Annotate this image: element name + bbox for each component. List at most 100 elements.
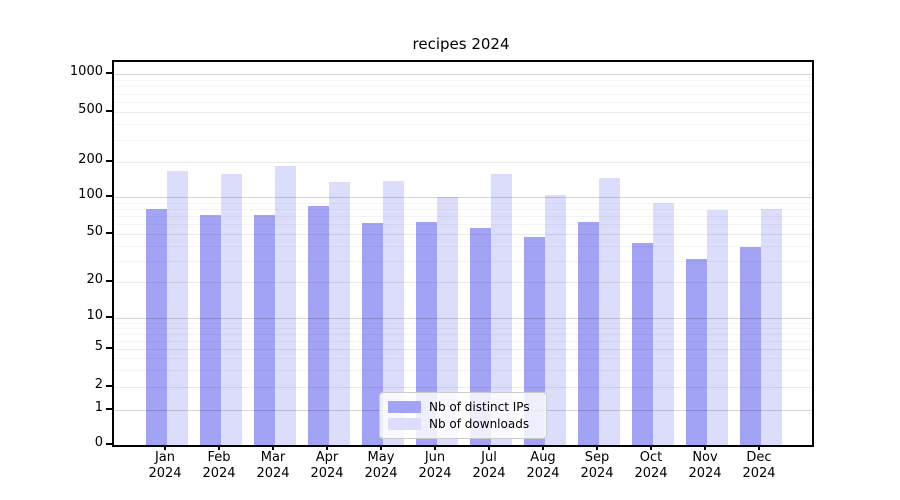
x-tick-year: 2024 — [526, 466, 560, 481]
y-tick-mark — [106, 160, 112, 162]
bar-jan-distinct-ips — [146, 209, 167, 445]
x-tick-mark — [434, 445, 436, 450]
x-tick-mark — [326, 445, 328, 450]
x-tick-mark — [542, 445, 544, 450]
bar-oct-distinct-ips — [632, 243, 653, 445]
x-tick-label-feb: Feb 2024 — [192, 450, 246, 482]
x-tick-year: 2024 — [364, 466, 398, 481]
y-tick-label: 500 — [78, 102, 103, 117]
y-tick-mark — [106, 347, 112, 349]
gridline-minor — [114, 341, 812, 342]
chart-title: recipes 2024 — [412, 35, 510, 53]
x-tick-label-aug: Aug 2024 — [516, 450, 570, 482]
x-tick-label-apr: Apr 2024 — [300, 450, 354, 482]
bar-jul-distinct-ips — [470, 228, 491, 445]
y-tick-label: 200 — [78, 152, 103, 167]
gridline-major — [114, 74, 812, 75]
gridline-major — [114, 387, 812, 388]
bar-jul-downloads — [491, 174, 512, 445]
bar-mar-distinct-ips — [254, 215, 275, 445]
x-tick-month: Apr — [315, 450, 339, 465]
gridline-minor — [114, 323, 812, 324]
x-tick-mark — [704, 445, 706, 450]
bar-nov-downloads — [707, 210, 728, 445]
y-tick-label: 0 — [94, 435, 103, 450]
x-tick-label-mar: Mar 2024 — [246, 450, 300, 482]
x-tick-label-oct: Oct 2024 — [624, 450, 678, 482]
x-tick-label-jun: Jun 2024 — [408, 450, 462, 482]
y-tick-mark — [106, 408, 112, 410]
x-tick-year: 2024 — [634, 466, 668, 481]
x-tick-month: Mar — [260, 450, 286, 465]
gridline-minor — [114, 203, 812, 204]
x-tick-mark — [488, 445, 490, 450]
legend-item-downloads: Nb of downloads — [380, 417, 546, 431]
bar-feb-distinct-ips — [200, 215, 221, 445]
bar-feb-downloads — [221, 174, 242, 445]
bar-may-distinct-ips — [362, 223, 383, 445]
x-tick-month: Feb — [207, 450, 231, 465]
bar-nov-distinct-ips — [686, 259, 707, 445]
gridline-major — [114, 349, 812, 350]
bar-sep-downloads — [599, 178, 620, 445]
y-tick-label: 1000 — [69, 64, 103, 79]
plot-area — [112, 60, 814, 447]
gridline-minor — [114, 209, 812, 210]
y-tick-mark — [106, 385, 112, 387]
x-tick-label-dec: Dec 2024 — [732, 450, 786, 482]
y-tick-mark — [106, 195, 112, 197]
x-tick-mark — [650, 445, 652, 450]
y-tick-label: 10 — [86, 308, 103, 323]
gridline-major — [114, 282, 812, 283]
legend-swatch-distinct-ips — [388, 401, 421, 413]
gridline-minor — [114, 86, 812, 87]
y-tick-mark — [106, 110, 112, 112]
y-tick-label: 2 — [94, 377, 103, 392]
gridline-minor — [114, 216, 812, 217]
x-tick-month: Oct — [639, 450, 663, 465]
gridline-minor — [114, 80, 812, 81]
x-tick-year: 2024 — [310, 466, 344, 481]
x-tick-month: Aug — [530, 450, 556, 465]
x-tick-month: May — [367, 450, 395, 465]
x-tick-year: 2024 — [472, 466, 506, 481]
gridline-minor — [114, 140, 812, 141]
x-tick-year: 2024 — [148, 466, 182, 481]
gridline-major — [114, 197, 812, 198]
x-tick-label-sep: Sep 2024 — [570, 450, 624, 482]
x-tick-month: Jul — [481, 450, 497, 465]
bar-dec-downloads — [761, 209, 782, 445]
x-tick-month: Jan — [154, 450, 176, 465]
legend-label-downloads: Nb of downloads — [429, 417, 530, 431]
gridline-minor — [114, 246, 812, 247]
y-tick-mark — [106, 72, 112, 74]
x-tick-year: 2024 — [202, 466, 236, 481]
y-tick-label: 5 — [94, 339, 103, 354]
x-tick-mark — [272, 445, 274, 450]
gridline-minor — [114, 94, 812, 95]
y-tick-label: 20 — [86, 272, 103, 287]
x-tick-mark — [758, 445, 760, 450]
gridline-major — [114, 318, 812, 319]
x-tick-label-nov: Nov 2024 — [678, 450, 732, 482]
legend-label-distinct-ips: Nb of distinct IPs — [429, 400, 530, 414]
gridline-major — [114, 162, 812, 163]
bar-dec-distinct-ips — [740, 247, 761, 445]
gridline-minor — [114, 261, 812, 262]
x-tick-label-jul: Jul 2024 — [462, 450, 516, 482]
x-tick-mark — [380, 445, 382, 450]
gridline-major — [114, 112, 812, 113]
gridline-minor — [114, 102, 812, 103]
bar-may-downloads — [383, 181, 404, 445]
gridline-minor — [114, 124, 812, 125]
x-tick-month: Jun — [424, 450, 446, 465]
x-tick-mark — [164, 445, 166, 450]
bar-oct-downloads — [653, 203, 674, 445]
gridline-minor — [114, 358, 812, 359]
x-tick-month: Dec — [746, 450, 772, 465]
y-tick-label: 100 — [78, 187, 103, 202]
gridline-minor — [114, 328, 812, 329]
legend-swatch-downloads — [388, 418, 421, 430]
x-tick-year: 2024 — [688, 466, 722, 481]
